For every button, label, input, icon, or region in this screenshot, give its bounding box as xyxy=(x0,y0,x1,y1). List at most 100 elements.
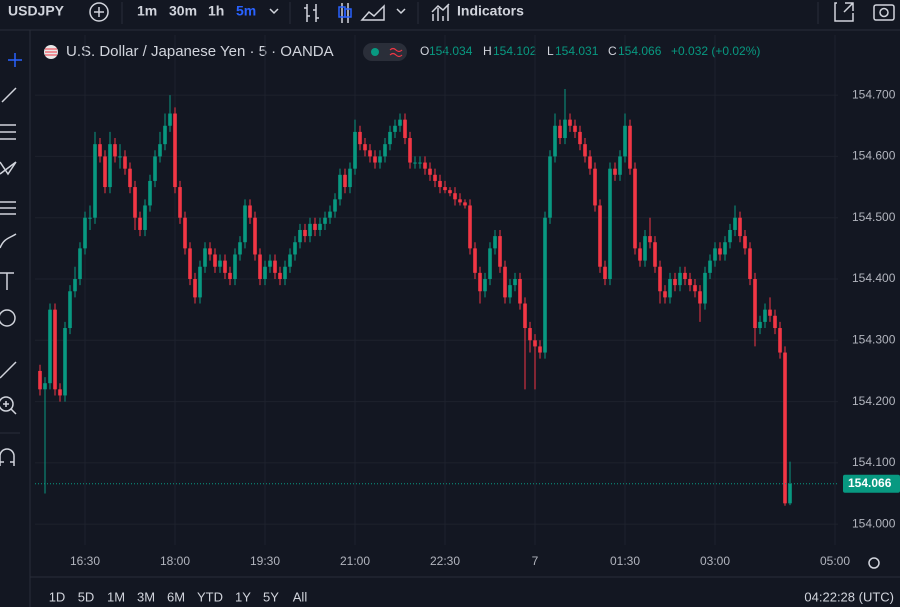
candle-body xyxy=(128,168,132,188)
ohlc-label: C xyxy=(608,44,617,58)
area-icon[interactable] xyxy=(360,4,385,21)
brush-tool[interactable] xyxy=(0,233,17,249)
candle-body xyxy=(278,272,282,279)
candle-body xyxy=(783,352,787,504)
candle-body xyxy=(488,248,492,279)
candle-body xyxy=(383,144,387,157)
y-tick-label: 154.300 xyxy=(852,332,896,346)
change: +0.032 (+0.02%) xyxy=(671,44,760,58)
candle-body xyxy=(628,125,632,169)
interval[interactable]: 30m xyxy=(169,3,197,19)
range-button[interactable]: 1M xyxy=(107,589,125,604)
candle-body xyxy=(473,248,477,273)
candle-body xyxy=(743,236,747,249)
candle-body xyxy=(303,229,307,237)
interval-active[interactable]: 5m xyxy=(236,3,256,19)
range-button[interactable]: 5Y xyxy=(263,589,279,604)
candle-body xyxy=(723,242,727,255)
candle-body xyxy=(143,205,147,230)
ohlc-value: 154.102 xyxy=(493,44,537,58)
zoom-tool[interactable] xyxy=(0,396,14,412)
x-tick-label: 18:00 xyxy=(160,554,190,568)
market-open-dot xyxy=(371,48,379,56)
ohlc-value: 154.031 xyxy=(555,44,599,58)
candle-body xyxy=(688,279,692,286)
candle-body xyxy=(53,309,57,390)
candle-body xyxy=(708,260,712,273)
line-tool[interactable] xyxy=(1,87,17,103)
x-tick-label: 22:30 xyxy=(430,554,460,568)
candle-body xyxy=(288,254,292,267)
candle-body xyxy=(268,260,272,267)
status-pill[interactable] xyxy=(363,43,407,61)
candle-body xyxy=(353,131,357,169)
candle-body xyxy=(43,383,47,390)
symbol[interactable]: USDJPY xyxy=(8,3,65,19)
range-button[interactable]: 5D xyxy=(78,589,95,604)
candle-body xyxy=(258,254,262,279)
clock[interactable]: 04:22:28 (UTC) xyxy=(804,589,894,604)
delay-icon xyxy=(389,47,403,58)
candle-body xyxy=(93,144,97,218)
candle-body xyxy=(193,279,197,298)
candle-body xyxy=(378,156,382,163)
fib-tool[interactable] xyxy=(0,124,16,140)
candle-body xyxy=(48,309,52,384)
candle-body xyxy=(78,248,82,279)
candle-body xyxy=(368,150,372,157)
fullscreen-button[interactable] xyxy=(834,2,854,22)
candle-body xyxy=(538,346,542,353)
chart-type-dropdown[interactable] xyxy=(396,8,406,15)
candle-body xyxy=(468,205,472,249)
range-button[interactable]: 1Y xyxy=(235,589,251,604)
candle-body xyxy=(738,217,742,237)
indicators-icon xyxy=(431,3,450,21)
candle-body xyxy=(663,291,667,298)
range-button[interactable]: 1D xyxy=(49,589,66,604)
candle-body xyxy=(253,217,257,255)
candle-body xyxy=(243,205,247,243)
measure-tool[interactable] xyxy=(0,361,17,379)
range-button[interactable]: YTD xyxy=(197,589,223,604)
candle-body xyxy=(493,236,497,249)
candle-body xyxy=(443,187,447,191)
settings-button[interactable] xyxy=(868,557,880,569)
icon-tool[interactable] xyxy=(0,309,16,327)
magnet-tool[interactable] xyxy=(0,448,15,466)
plot-area: 154.000 154.100 154.200 154.300 154.400 154.5… xyxy=(35,35,900,568)
x-tick-label: 03:00 xyxy=(700,554,730,568)
candle-body xyxy=(788,483,792,504)
candle-body xyxy=(728,229,732,243)
text-tool[interactable] xyxy=(0,272,14,290)
candle-body xyxy=(298,229,302,243)
candle-body xyxy=(208,248,212,255)
candle-body xyxy=(423,162,427,169)
candle-body xyxy=(323,217,327,224)
candle-body xyxy=(223,260,227,273)
range-button[interactable]: All xyxy=(293,589,308,604)
candle-body xyxy=(653,242,657,267)
candle-body xyxy=(413,162,417,164)
bars-icon[interactable] xyxy=(304,4,319,22)
snapshot-button[interactable] xyxy=(873,4,895,21)
range-button[interactable]: 3M xyxy=(137,589,155,604)
candle-body xyxy=(238,242,242,255)
crosshair-tool[interactable] xyxy=(8,53,22,67)
interval[interactable]: 1h xyxy=(208,3,224,19)
interval-dropdown[interactable] xyxy=(269,8,279,15)
pattern-tool[interactable] xyxy=(0,161,17,176)
add-symbol[interactable] xyxy=(89,2,109,22)
candle-body xyxy=(558,125,562,139)
prediction-tool[interactable] xyxy=(0,201,16,215)
y-tick-label: 154.400 xyxy=(852,271,896,285)
candle-body xyxy=(388,131,392,145)
last-price-label: 154.066 xyxy=(848,476,892,490)
interval[interactable]: 1m xyxy=(137,3,157,19)
candle-body xyxy=(103,156,107,188)
candle-body xyxy=(463,202,467,206)
indicators-button[interactable]: Indicators xyxy=(457,3,524,19)
candle-body xyxy=(203,248,207,267)
range-button[interactable]: 6M xyxy=(167,589,185,604)
candle-body xyxy=(638,248,642,261)
candle-body xyxy=(683,272,687,279)
